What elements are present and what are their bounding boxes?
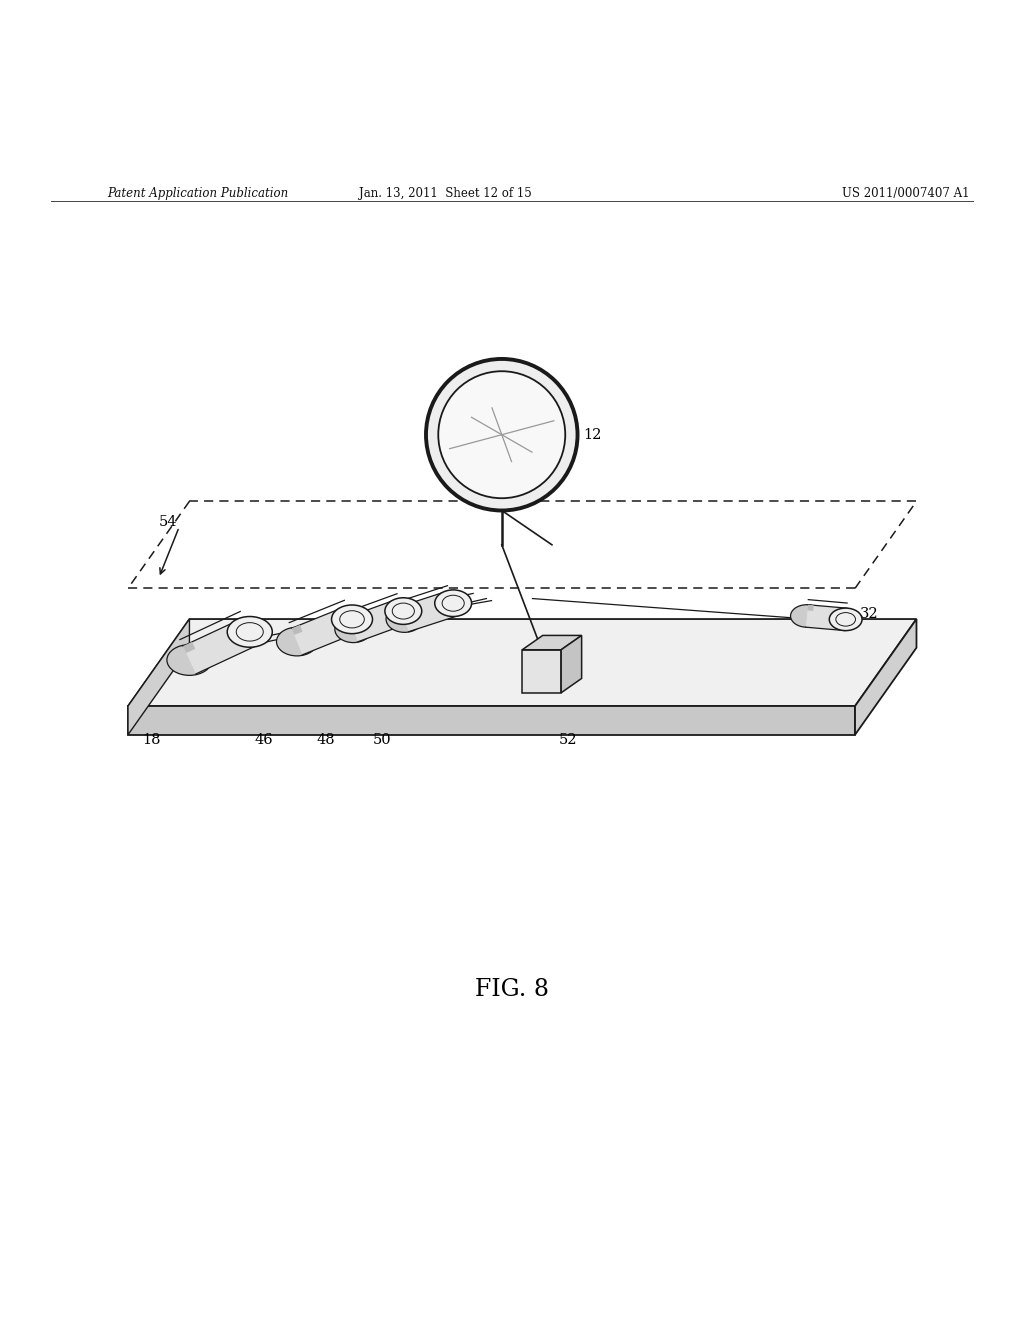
Text: 18: 18 (142, 733, 161, 747)
Ellipse shape (276, 627, 317, 656)
Polygon shape (183, 618, 256, 675)
Circle shape (426, 359, 578, 511)
Ellipse shape (227, 616, 272, 647)
Ellipse shape (829, 609, 862, 631)
Text: 54: 54 (159, 515, 177, 529)
Polygon shape (349, 614, 358, 623)
Polygon shape (400, 605, 410, 612)
Polygon shape (128, 706, 855, 735)
Polygon shape (128, 619, 189, 735)
Polygon shape (128, 619, 916, 706)
Polygon shape (561, 635, 582, 693)
Polygon shape (855, 619, 916, 735)
Ellipse shape (332, 605, 373, 634)
Circle shape (438, 371, 565, 498)
Text: Patent Application Publication: Patent Application Publication (108, 187, 289, 199)
Polygon shape (349, 598, 408, 642)
Polygon shape (522, 635, 582, 649)
Ellipse shape (385, 598, 422, 624)
Polygon shape (292, 606, 357, 655)
Text: US 2011/0007407 A1: US 2011/0007407 A1 (843, 187, 970, 199)
Text: 50: 50 (373, 733, 391, 747)
Text: 32: 32 (860, 607, 879, 620)
Text: FIG. 8: FIG. 8 (475, 978, 549, 1002)
Text: 46: 46 (255, 733, 273, 747)
Ellipse shape (335, 616, 372, 643)
Ellipse shape (167, 644, 212, 676)
Polygon shape (183, 642, 196, 653)
Ellipse shape (435, 590, 472, 616)
Polygon shape (292, 624, 302, 635)
Text: 12: 12 (584, 428, 602, 442)
Text: Jan. 13, 2011  Sheet 12 of 15: Jan. 13, 2011 Sheet 12 of 15 (359, 187, 531, 199)
Polygon shape (522, 649, 561, 693)
Polygon shape (806, 605, 847, 631)
Polygon shape (400, 590, 458, 632)
Text: 48: 48 (316, 733, 335, 747)
Ellipse shape (386, 606, 423, 632)
Ellipse shape (791, 605, 823, 627)
Polygon shape (807, 605, 814, 611)
Text: 52: 52 (559, 733, 578, 747)
